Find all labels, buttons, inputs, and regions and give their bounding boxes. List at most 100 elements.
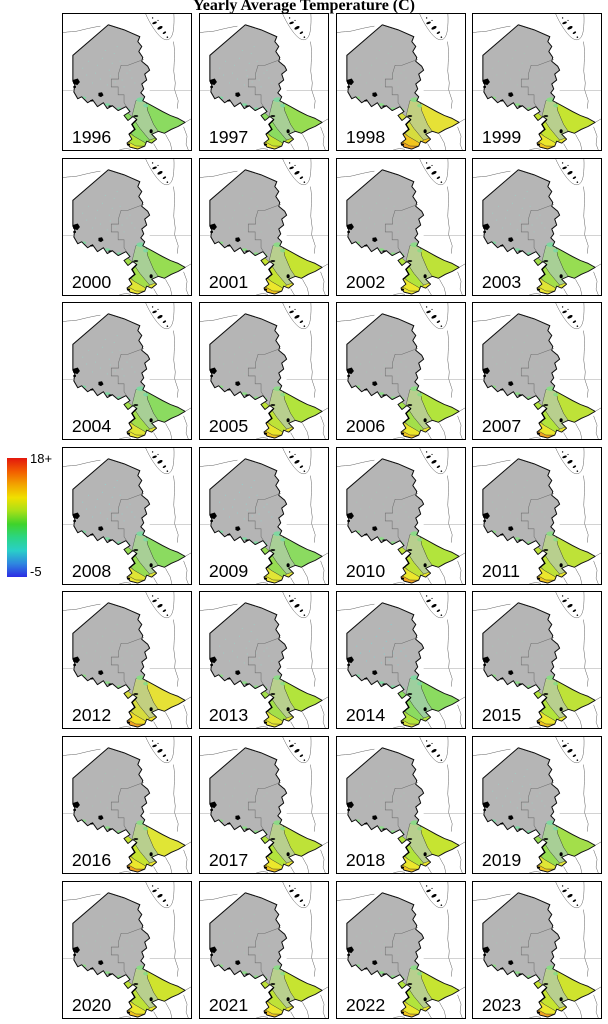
hudson-bay-coast — [336, 25, 375, 33]
year-label: 1999 — [482, 127, 522, 147]
lake-st-clair — [537, 288, 541, 291]
district-boundary — [110, 492, 144, 541]
james-bay-quebec-coast — [145, 447, 175, 474]
james-bay-quebec-coast — [419, 881, 448, 908]
lakes — [72, 223, 153, 291]
quebec-river-line — [584, 89, 589, 109]
station-dots — [355, 768, 410, 811]
exterior-coastlines — [199, 447, 328, 584]
lake-of-the-woods — [346, 367, 354, 375]
exterior-coastlines — [63, 158, 191, 295]
ny-border-line — [575, 423, 583, 440]
northshore-patches — [491, 241, 559, 256]
quebec-river-line — [174, 668, 179, 688]
lakes — [209, 946, 290, 1014]
ny-border-line — [165, 134, 173, 150]
james-bay-quebec-coast — [145, 592, 175, 619]
erie-south-shore — [255, 1016, 268, 1018]
lake-nipigon — [235, 236, 241, 242]
james-bay-islands — [288, 306, 305, 328]
exterior-coastlines — [63, 447, 191, 584]
lake-of-the-woods — [209, 78, 217, 86]
erie-south-shore — [118, 293, 132, 295]
district-boundary — [110, 203, 144, 252]
lake-st-clair — [126, 721, 131, 725]
ny-border-line — [438, 134, 446, 150]
lake-of-the-woods — [72, 78, 80, 86]
ny-border-line — [302, 567, 309, 584]
georgian-bay-coast — [265, 118, 275, 135]
lakes — [209, 223, 290, 291]
ny-border-line — [438, 567, 446, 584]
hudson-bay-coast — [336, 893, 375, 901]
year-label: 2018 — [345, 850, 385, 870]
quebec-border-line — [173, 909, 176, 958]
hudson-bay-coast — [336, 170, 375, 178]
map-panel-2017: 2017 — [198, 735, 329, 874]
quebec-river-line — [174, 89, 179, 109]
james-bay-islands — [151, 595, 169, 617]
station-dots — [355, 45, 410, 88]
quebec-border-line — [173, 475, 176, 524]
ny-border-line2 — [290, 721, 295, 729]
champlain-line — [593, 705, 599, 729]
map-panel-2020: 2020 — [62, 880, 192, 1019]
ny-border-line2 — [153, 721, 158, 729]
lakes — [72, 512, 153, 580]
james-bay-islands — [151, 884, 169, 906]
map-panel-2012: 2012 — [62, 591, 192, 730]
lake-st-clair — [126, 143, 131, 146]
lakes — [209, 656, 290, 725]
ny-border-line — [165, 423, 173, 440]
lake-of-the-woods — [346, 656, 354, 664]
ny-border-line — [165, 712, 173, 729]
lakes — [483, 223, 564, 291]
hudson-bay-coast — [63, 604, 101, 612]
ny-border-line2 — [290, 432, 295, 440]
station-dots — [218, 479, 273, 522]
lake-nipissing — [407, 404, 412, 407]
year-label: 1996 — [72, 127, 112, 147]
georgian-bay-coast — [265, 552, 275, 569]
james-bay-quebec-coast — [282, 447, 312, 474]
quebec-river-line — [584, 523, 589, 543]
hudson-bay-coast — [63, 25, 101, 33]
quebec-border-line — [446, 909, 450, 958]
georgian-bay-coast — [402, 986, 411, 1003]
ny-border-line — [302, 423, 309, 440]
lakes — [72, 656, 153, 725]
james-bay-islands — [562, 306, 579, 328]
lake-st-clair — [126, 288, 131, 291]
hudson-bay-coast — [199, 893, 238, 901]
year-label: 2017 — [209, 850, 248, 870]
james-bay-quebec-coast — [282, 736, 312, 763]
lake-st-clair — [126, 866, 131, 869]
lake-nipigon — [508, 526, 514, 531]
james-bay-quebec-coast — [419, 736, 448, 763]
champlain-line — [320, 849, 326, 873]
map-panel-2021: 2021 — [198, 880, 329, 1019]
district-boundary — [110, 926, 144, 975]
ontario-outline — [209, 168, 323, 295]
year-label: 2016 — [72, 850, 112, 870]
lakes — [346, 946, 427, 1014]
lake-simcoe — [423, 129, 427, 134]
station-dots — [492, 190, 546, 233]
georgian-bay-coast — [265, 408, 275, 424]
erie-south-shore — [255, 726, 268, 729]
ny-border-line2 — [427, 1011, 432, 1018]
lake-simcoe — [149, 563, 153, 568]
james-bay-islands — [288, 740, 305, 761]
lake-simcoe — [559, 852, 564, 857]
lake-st-clair — [400, 866, 404, 869]
ny-border-line2 — [427, 577, 432, 584]
erie-south-shore — [255, 582, 268, 584]
georgian-bay-coast — [402, 263, 411, 280]
james-bay-islands — [425, 306, 442, 328]
lake-nipigon — [508, 92, 514, 98]
station-dots — [492, 335, 546, 377]
st-lawrence-line — [184, 407, 191, 412]
lake-nipissing — [543, 693, 549, 696]
map-panel-2014: 2014 — [335, 591, 466, 730]
ny-border-line2 — [563, 143, 568, 150]
